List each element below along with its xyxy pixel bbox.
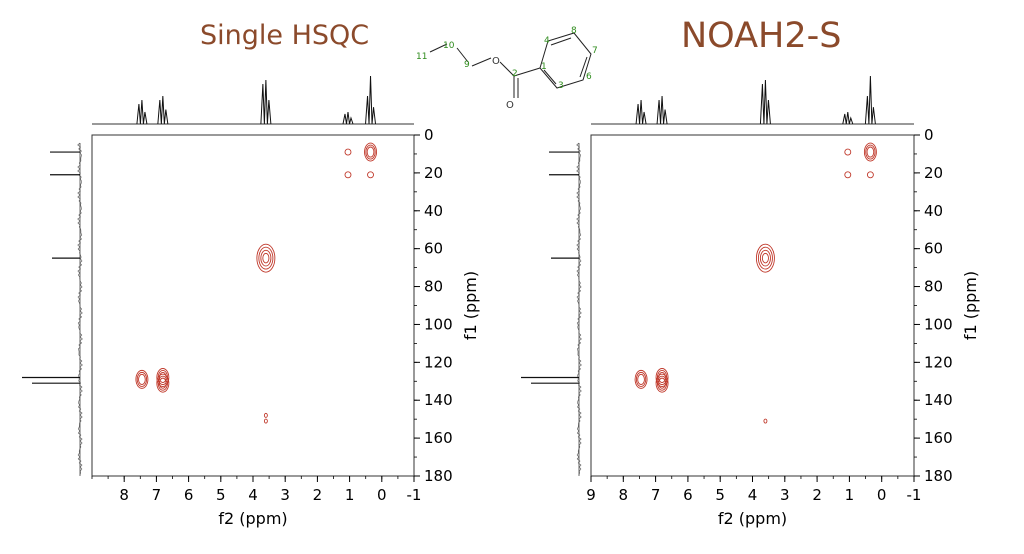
x-tick-label: -1 <box>907 486 922 504</box>
cross-peak <box>844 171 852 179</box>
cross-peak <box>344 171 352 179</box>
y-tick-label: 0 <box>924 126 934 144</box>
x-tick-label: 6 <box>184 486 194 504</box>
cross-peak <box>866 171 874 179</box>
y-tick-label: 20 <box>924 164 943 182</box>
cross-peak <box>655 368 669 387</box>
cross-peak <box>263 412 268 418</box>
left-projection-noise <box>77 142 83 476</box>
y-tick-label: 40 <box>924 202 943 220</box>
right-panel-title: NOAH2-S <box>681 16 842 56</box>
x-tick-label: 2 <box>812 486 822 504</box>
y-axis-label: f1 (ppm) <box>461 271 480 340</box>
oxygen-label: O <box>492 56 500 67</box>
atom-label-8: 8 <box>571 26 577 36</box>
x-tick-label: 4 <box>248 486 258 504</box>
proton-projection-peak <box>656 95 668 125</box>
x-tick-label: 3 <box>280 486 290 504</box>
cross-peak <box>256 243 276 273</box>
atom-label-4: 4 <box>544 36 550 46</box>
atom-label-6: 6 <box>586 72 592 82</box>
x-tick-label: 5 <box>216 486 226 504</box>
y-tick-label: 80 <box>424 278 443 296</box>
cross-peak <box>156 373 170 393</box>
atom-label-1: 1 <box>541 62 547 72</box>
atom-label-2: 2 <box>512 69 518 79</box>
cross-peak <box>344 148 352 156</box>
y-tick-label: 20 <box>424 164 443 182</box>
y-axis-label: f1 (ppm) <box>961 271 980 340</box>
atom-label-10: 10 <box>443 41 455 51</box>
atom-label-3: 3 <box>558 81 564 91</box>
plot-frame <box>91 134 415 477</box>
proton-projection-peak <box>157 95 169 125</box>
x-tick-label: 8 <box>119 486 129 504</box>
cross-peak <box>634 369 648 389</box>
proton-projection-peak <box>635 99 647 125</box>
x-tick-label: 5 <box>715 486 725 504</box>
proton-projection-peak <box>864 75 876 125</box>
y-tick-label: 80 <box>924 278 943 296</box>
atom-label-9: 9 <box>464 60 470 70</box>
y-tick-label: 100 <box>924 315 953 333</box>
proton-projection-peak <box>759 79 771 125</box>
x-tick-label: 3 <box>780 486 790 504</box>
x-tick-label: -1 <box>407 486 422 504</box>
x-tick-label: 8 <box>619 486 629 504</box>
y-tick-label: 160 <box>424 429 453 447</box>
y-tick-label: 160 <box>924 429 953 447</box>
x-axis-label: f2 (ppm) <box>718 509 787 528</box>
y-tick-label: 140 <box>924 391 953 409</box>
x-tick-label: 2 <box>313 486 323 504</box>
cross-peak <box>364 142 377 162</box>
cross-peak <box>367 171 374 179</box>
proton-projection-peak <box>136 99 148 125</box>
cross-peak <box>763 418 768 424</box>
y-tick-label: 140 <box>424 391 453 409</box>
x-tick-label: 1 <box>845 486 855 504</box>
cross-peak <box>863 142 877 162</box>
y-tick-label: 60 <box>924 240 943 258</box>
y-tick-label: 60 <box>424 240 443 258</box>
panel-left: 8 7 6 5 4 3 2 1 0 -1 0 20 40 60 80 100 120 140 160 180 f2 (p… <box>22 75 480 528</box>
panel-right: 9 8 7 6 5 4 3 2 1 0 -1 0 20 40 60 80 100 120 140 160 180 f2 (… <box>521 75 980 528</box>
cross-peak <box>135 369 149 389</box>
y-tick-label: 180 <box>424 467 453 485</box>
proton-projection-peak <box>842 111 854 125</box>
atom-label-7: 7 <box>592 46 598 56</box>
y-tick-label: 180 <box>924 467 953 485</box>
y-tick-label: 100 <box>424 315 453 333</box>
plot-frame <box>590 134 915 477</box>
atom-label-11: 11 <box>416 52 427 62</box>
x-tick-label: 0 <box>877 486 887 504</box>
x-tick-label: 1 <box>345 486 355 504</box>
molecule-structure <box>429 32 592 98</box>
x-tick-label: 6 <box>683 486 693 504</box>
x-tick-label: 0 <box>377 486 387 504</box>
oxygen-label: O <box>506 100 514 111</box>
y-tick-label: 0 <box>424 126 434 144</box>
proton-projection-peak <box>365 75 377 125</box>
y-tick-label: 120 <box>924 353 953 371</box>
cross-peak <box>655 373 669 393</box>
x-tick-label: 7 <box>152 486 162 504</box>
x-tick-label: 7 <box>651 486 661 504</box>
proton-projection-peak <box>342 111 354 125</box>
left-projection-noise <box>576 142 582 476</box>
left-panel-title: Single HSQC <box>200 20 370 51</box>
x-axis-label: f2 (ppm) <box>218 509 287 528</box>
x-tick-label: 4 <box>748 486 758 504</box>
y-tick-label: 40 <box>424 202 443 220</box>
proton-projection-peak <box>260 79 272 125</box>
x-tick-label: 9 <box>586 486 596 504</box>
cross-peak <box>755 243 775 273</box>
y-tick-label: 120 <box>424 353 453 371</box>
cross-peak <box>263 418 268 424</box>
cross-peak <box>844 148 852 156</box>
